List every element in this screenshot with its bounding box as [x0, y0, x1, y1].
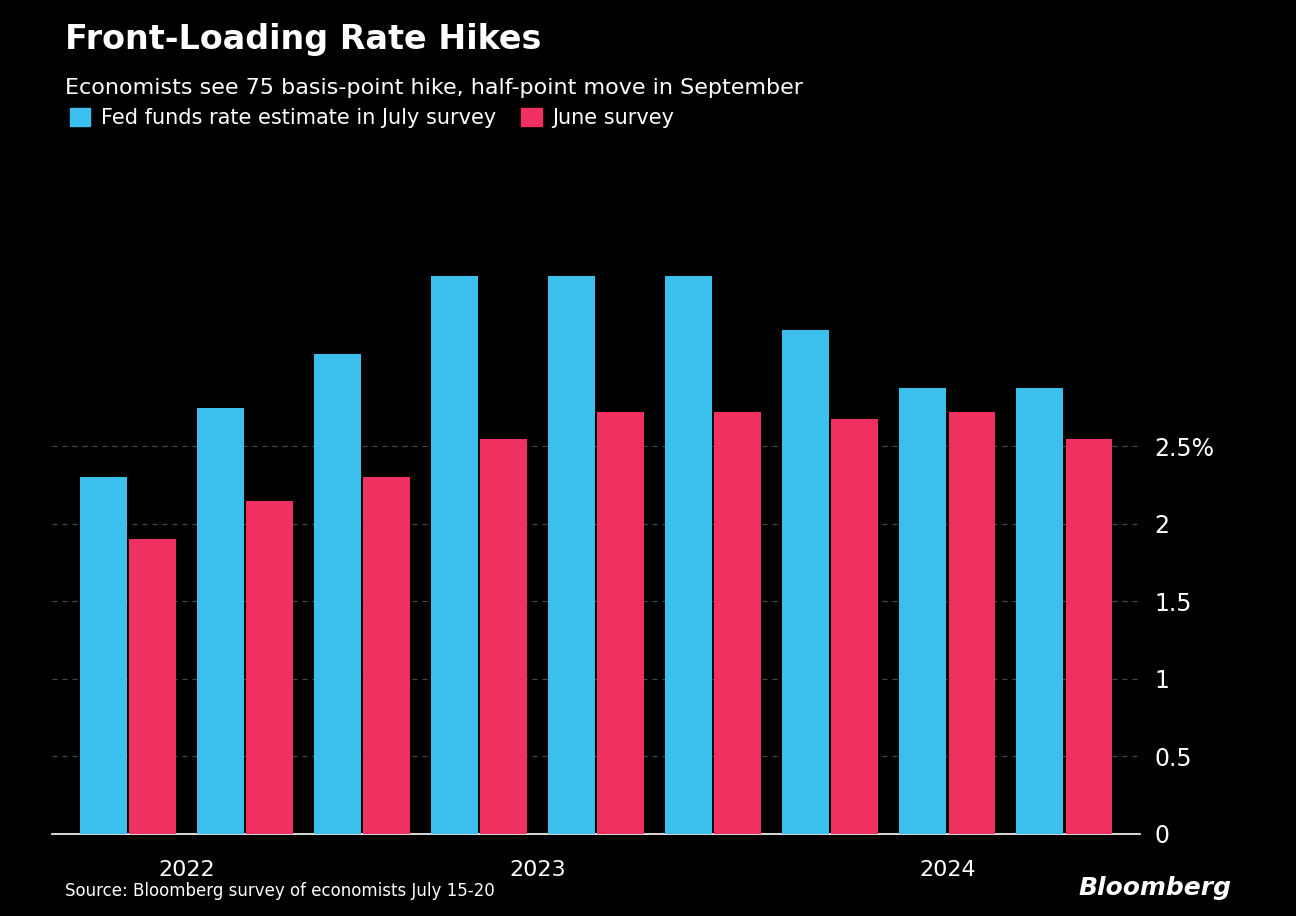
Legend: Fed funds rate estimate in July survey, June survey: Fed funds rate estimate in July survey, … [61, 99, 683, 136]
Bar [246, 501, 293, 834]
Bar [714, 412, 761, 834]
Bar [314, 354, 360, 834]
Text: Front-Loading Rate Hikes: Front-Loading Rate Hikes [65, 23, 542, 56]
Bar [432, 276, 478, 834]
Text: 2023: 2023 [509, 859, 566, 879]
Text: 2024: 2024 [919, 859, 976, 879]
Bar [130, 540, 176, 834]
Bar [1065, 439, 1112, 834]
Bar [481, 439, 527, 834]
Text: Economists see 75 basis-point hike, half-point move in September: Economists see 75 basis-point hike, half… [65, 78, 802, 98]
Bar [597, 412, 644, 834]
Bar [80, 477, 127, 834]
Text: 2022: 2022 [158, 859, 215, 879]
Bar [899, 387, 946, 834]
Bar [949, 412, 995, 834]
Bar [363, 477, 410, 834]
Bar [832, 419, 879, 834]
Text: Source: Bloomberg survey of economists July 15-20: Source: Bloomberg survey of economists J… [65, 881, 495, 900]
Bar [1016, 387, 1063, 834]
Bar [548, 276, 595, 834]
Bar [197, 408, 244, 834]
Bar [665, 276, 712, 834]
Text: Bloomberg: Bloomberg [1078, 876, 1231, 900]
Bar [783, 331, 829, 834]
